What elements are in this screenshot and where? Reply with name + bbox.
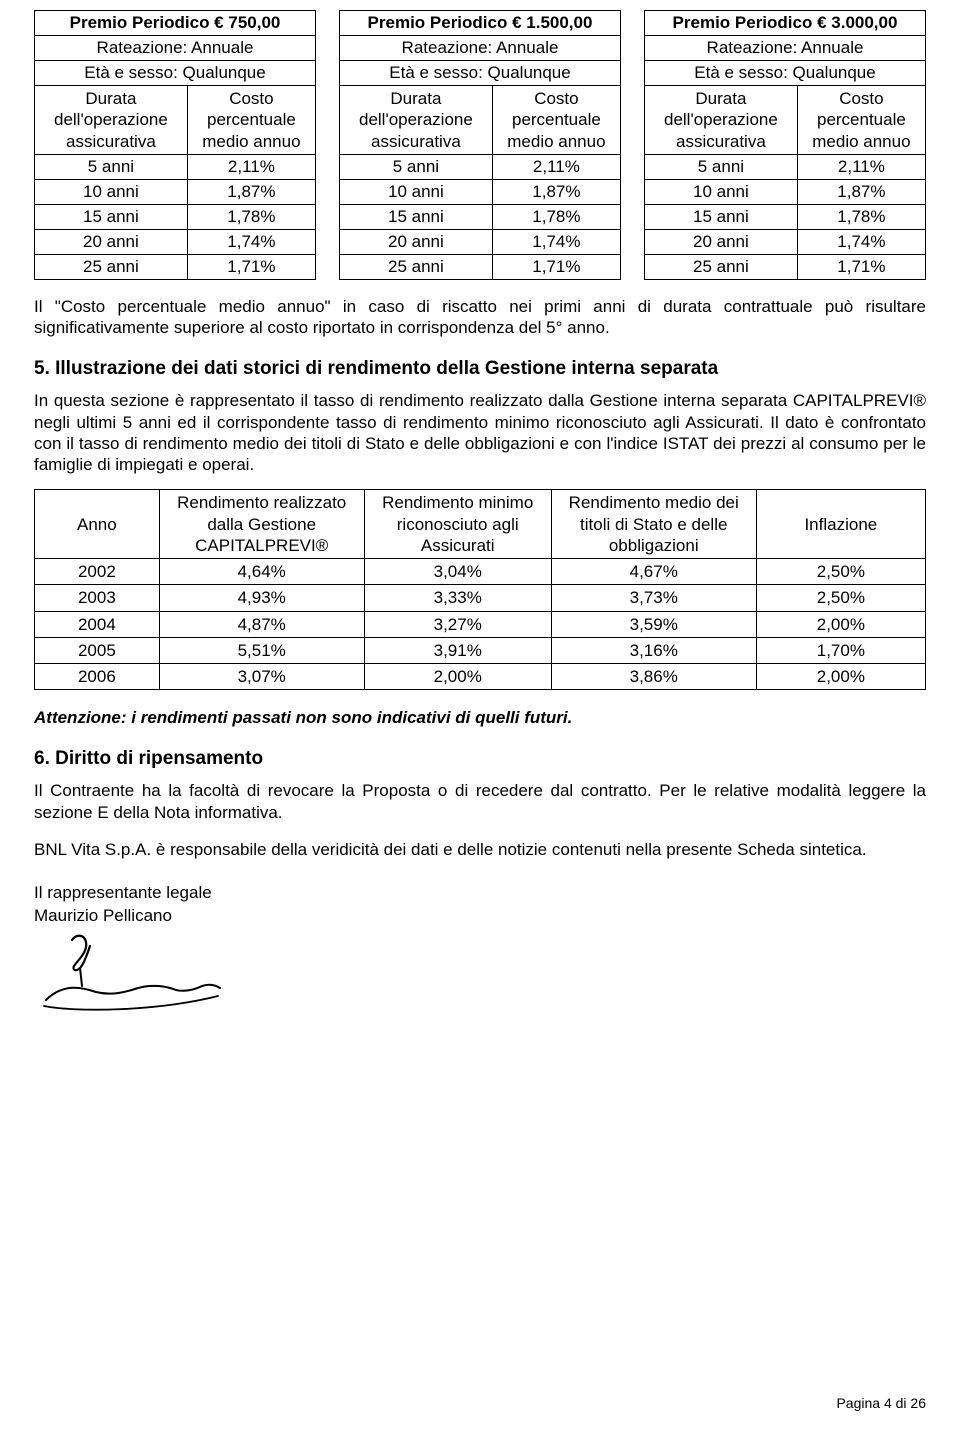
yield-cell: 3,16% <box>551 637 756 663</box>
cost-table-title: Premio Periodico € 750,00 <box>35 11 316 36</box>
yield-cell: 2004 <box>35 611 160 637</box>
yield-header-anno: Anno <box>35 490 160 559</box>
cost-table-cell: 1,78% <box>492 204 620 229</box>
cost-table-cell: 1,78% <box>797 204 925 229</box>
paragraph-section5: In questa sezione è rappresentato il tas… <box>34 390 926 475</box>
cost-table-cell: 10 anni <box>35 179 188 204</box>
cost-table-cell: 1,71% <box>187 254 315 279</box>
cost-table-age: Età e sesso: Qualunque <box>645 61 926 86</box>
paragraph-section6: Il Contraente ha la facoltà di revocare … <box>34 780 926 823</box>
cost-table-col1-header: Durata dell'operazione assicurativa <box>35 86 188 155</box>
warning-text: Attenzione: i rendimenti passati non son… <box>34 708 926 728</box>
cost-table-cell: 15 anni <box>340 204 493 229</box>
cost-table-rate: Rateazione: Annuale <box>35 36 316 61</box>
yield-cell: 3,07% <box>159 664 364 690</box>
yield-header-minimo: Rendimento minimo riconosciuto agli Assi… <box>364 490 551 559</box>
cost-table-col2-header: Costo percentuale medio annuo <box>187 86 315 155</box>
yield-table: Anno Rendimento realizzato dalla Gestion… <box>34 489 926 690</box>
yield-cell: 3,91% <box>364 637 551 663</box>
cost-table-col1-header: Durata dell'operazione assicurativa <box>340 86 493 155</box>
section-6-title: 6. Diritto di ripensamento <box>34 748 926 770</box>
yield-cell: 3,86% <box>551 664 756 690</box>
cost-table-title: Premio Periodico € 3.000,00 <box>645 11 926 36</box>
yield-cell: 3,33% <box>364 585 551 611</box>
cost-table-cell: 1,87% <box>187 179 315 204</box>
yield-cell: 2,00% <box>364 664 551 690</box>
cost-table-cell: 2,11% <box>187 154 315 179</box>
cost-table-cell: 25 anni <box>645 254 798 279</box>
yield-cell: 2005 <box>35 637 160 663</box>
cost-table-cell: 10 anni <box>340 179 493 204</box>
section-5-title: 5. Illustrazione dei dati storici di ren… <box>34 358 926 380</box>
cost-table-cell: 2,11% <box>797 154 925 179</box>
cost-table-col2-header: Costo percentuale medio annuo <box>797 86 925 155</box>
signature-block: Il rappresentante legale Maurizio Pellic… <box>34 882 926 1029</box>
yield-cell: 5,51% <box>159 637 364 663</box>
yield-header-inflazione: Inflazione <box>756 490 925 559</box>
cost-table-cell: 1,74% <box>492 229 620 254</box>
yield-cell: 4,67% <box>551 559 756 585</box>
cost-table-cell: 25 anni <box>340 254 493 279</box>
cost-table-cell: 5 anni <box>340 154 493 179</box>
cost-table-cell: 1,74% <box>797 229 925 254</box>
cost-tables-row: Premio Periodico € 750,00 Rateazione: An… <box>34 10 926 280</box>
cost-table-cell: 2,11% <box>492 154 620 179</box>
yield-cell: 2003 <box>35 585 160 611</box>
cost-table-cell: 1,71% <box>492 254 620 279</box>
cost-table-cell: 1,87% <box>492 179 620 204</box>
cost-table-cell: 1,74% <box>187 229 315 254</box>
cost-table-cell: 1,78% <box>187 204 315 229</box>
cost-table-cell: 15 anni <box>645 204 798 229</box>
yield-header-medio: Rendimento medio dei titoli di Stato e d… <box>551 490 756 559</box>
cost-table-1: Premio Periodico € 750,00 Rateazione: An… <box>34 10 316 280</box>
cost-table-age: Età e sesso: Qualunque <box>340 61 621 86</box>
yield-cell: 2,00% <box>756 611 925 637</box>
cost-table-cell: 20 anni <box>340 229 493 254</box>
signature-name: Maurizio Pellicano <box>34 905 926 928</box>
cost-table-cell: 15 anni <box>35 204 188 229</box>
yield-cell: 1,70% <box>756 637 925 663</box>
cost-table-rate: Rateazione: Annuale <box>645 36 926 61</box>
yield-cell: 3,04% <box>364 559 551 585</box>
yield-cell: 4,87% <box>159 611 364 637</box>
cost-table-cell: 10 anni <box>645 179 798 204</box>
paragraph-bnl: BNL Vita S.p.A. è responsabile della ver… <box>34 839 926 860</box>
cost-table-title: Premio Periodico € 1.500,00 <box>340 11 621 36</box>
cost-table-cell: 1,87% <box>797 179 925 204</box>
page-footer: Pagina 4 di 26 <box>836 1395 926 1411</box>
yield-cell: 4,93% <box>159 585 364 611</box>
cost-table-2: Premio Periodico € 1.500,00 Rateazione: … <box>339 10 621 280</box>
yield-cell: 3,73% <box>551 585 756 611</box>
cost-table-rate: Rateazione: Annuale <box>340 36 621 61</box>
cost-table-3: Premio Periodico € 3.000,00 Rateazione: … <box>644 10 926 280</box>
yield-header-realizzato: Rendimento realizzato dalla Gestione CAP… <box>159 490 364 559</box>
paragraph-costo: Il "Costo percentuale medio annuo" in ca… <box>34 296 926 339</box>
yield-cell: 2006 <box>35 664 160 690</box>
cost-table-col2-header: Costo percentuale medio annuo <box>492 86 620 155</box>
yield-cell: 2,50% <box>756 585 925 611</box>
cost-table-col1-header: Durata dell'operazione assicurativa <box>645 86 798 155</box>
cost-table-cell: 5 anni <box>645 154 798 179</box>
cost-table-cell: 5 anni <box>35 154 188 179</box>
yield-cell: 3,59% <box>551 611 756 637</box>
cost-table-cell: 20 anni <box>35 229 188 254</box>
yield-cell: 2,00% <box>756 664 925 690</box>
cost-table-age: Età e sesso: Qualunque <box>35 61 316 86</box>
cost-table-cell: 20 anni <box>645 229 798 254</box>
signature-role: Il rappresentante legale <box>34 882 926 905</box>
yield-cell: 2,50% <box>756 559 925 585</box>
yield-cell: 3,27% <box>364 611 551 637</box>
signature-icon <box>34 932 234 1022</box>
yield-cell: 2002 <box>35 559 160 585</box>
yield-cell: 4,64% <box>159 559 364 585</box>
cost-table-cell: 25 anni <box>35 254 188 279</box>
cost-table-cell: 1,71% <box>797 254 925 279</box>
